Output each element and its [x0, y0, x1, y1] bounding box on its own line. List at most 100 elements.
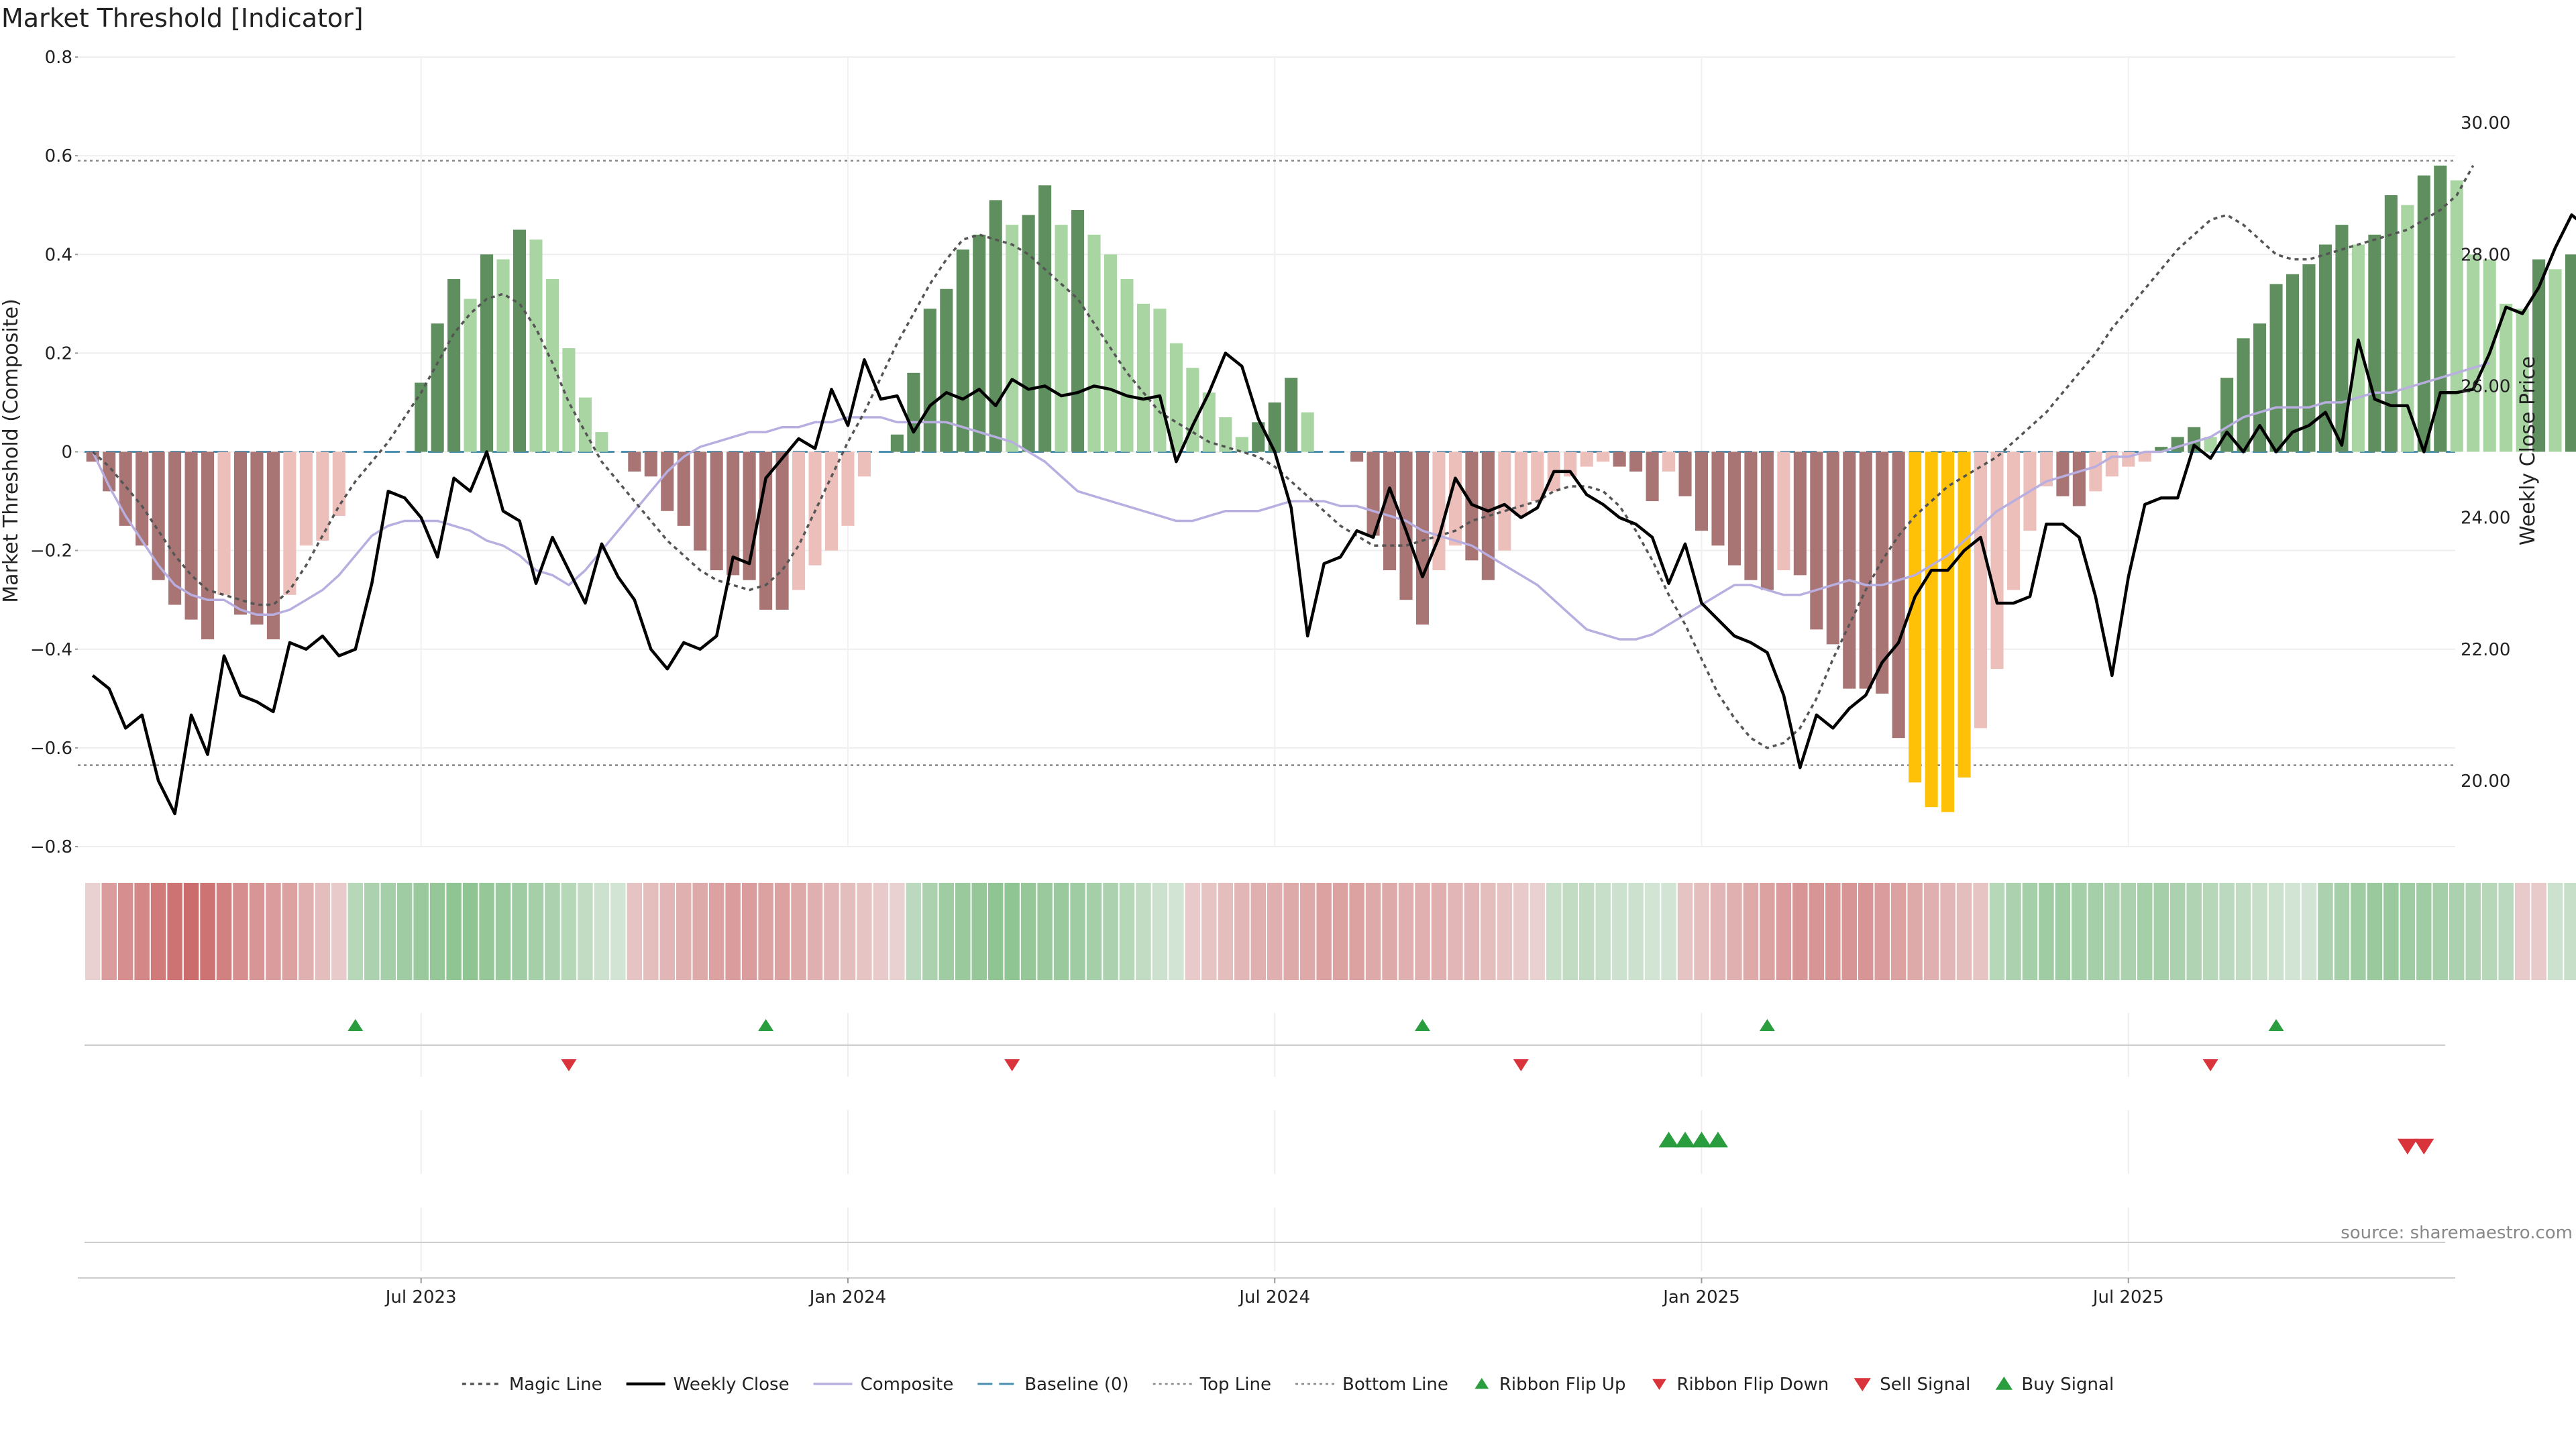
ribbon-cell: [1103, 883, 1118, 980]
y-tick-right: 26.00: [2461, 376, 2510, 396]
legend: Magic Line Weekly Close Composite Baseline …: [462, 1375, 2114, 1395]
composite-bar: [2122, 451, 2135, 467]
composite-bar: [1038, 185, 1052, 452]
composite-bar: [710, 451, 723, 571]
y-tick-right: 30.00: [2461, 113, 2510, 133]
composite-bar: [2204, 437, 2217, 452]
y-tick-right: 24.00: [2461, 508, 2510, 529]
ribbon-cell: [955, 883, 971, 980]
composite-bar: [168, 451, 182, 605]
composite-bar: [2072, 451, 2086, 506]
ribbon-cell: [1776, 883, 1792, 980]
ribbon-cell: [578, 883, 593, 980]
ribbon-cell: [1250, 883, 1266, 980]
ribbon-flip-up-marker: [2268, 1019, 2284, 1031]
composite-bar: [1235, 437, 1248, 452]
ribbon-cell: [1267, 883, 1283, 980]
ribbon-cell: [873, 883, 889, 980]
y-tick-left: 0: [61, 443, 72, 463]
ribbon-cell: [1299, 883, 1316, 980]
composite-bar: [890, 434, 904, 452]
composite-bar: [2056, 451, 2070, 496]
composite-bar: [775, 451, 789, 610]
ribbon-cell: [2547, 883, 2563, 980]
ribbon-cell: [1382, 883, 1397, 980]
composite-bar: [1925, 451, 1938, 808]
ribbon-cell: [1562, 883, 1578, 980]
ribbon-cell: [2055, 883, 2071, 980]
ribbon-cell: [758, 883, 773, 980]
buy-signal-marker: [1691, 1132, 1712, 1148]
composite-bar: [2434, 165, 2447, 452]
composite-bar: [1268, 402, 1281, 452]
sell-signal-marker: [2397, 1138, 2418, 1155]
ribbon-cell: [1546, 883, 1562, 980]
composite-bar: [2006, 451, 2021, 590]
ribbon-cell: [2072, 883, 2087, 980]
ribbon-cell: [2186, 883, 2202, 980]
legend-label-close: Weekly Close: [674, 1375, 790, 1395]
composite-bar: [2286, 274, 2300, 452]
ribbon-flip-up-marker: [1759, 1019, 1775, 1031]
composite-bar: [1662, 451, 1676, 472]
ribbon-cell: [1874, 883, 1890, 980]
ribbon-cell: [479, 883, 494, 980]
composite-bar: [1711, 451, 1725, 546]
ribbon-cell: [1136, 883, 1151, 980]
ribbon-cell: [1989, 883, 2005, 980]
composite-bar: [316, 451, 329, 541]
ribbon-cell: [101, 883, 117, 980]
ribbon-cell: [987, 883, 1004, 980]
ribbon-cell: [938, 883, 955, 980]
composite-bar: [1169, 343, 1183, 452]
composite-bar: [1613, 451, 1626, 467]
ribbon-flip-down-marker: [1004, 1059, 1020, 1071]
ribbon-cell: [1710, 883, 1726, 980]
composite-bar: [1006, 225, 1019, 452]
ribbon-cell: [2416, 883, 2432, 980]
composite-bar: [2450, 180, 2463, 452]
ribbon-cell: [1332, 883, 1348, 980]
y-tick-right: 28.00: [2461, 245, 2510, 265]
x-tick-label: Jul 2024: [1238, 1287, 1310, 1307]
composite-bar: [1136, 303, 1150, 452]
composite-bar: [2188, 427, 2201, 452]
y-tick-left: 0.2: [45, 343, 72, 364]
composite-bar: [1383, 451, 1397, 571]
ribbon-cell: [2481, 883, 2498, 980]
ribbon-cell: [857, 883, 872, 980]
y-tick-right: 20.00: [2461, 771, 2510, 792]
ribbon-flip-up-marker: [347, 1019, 364, 1031]
composite-bar: [283, 451, 297, 595]
composite-bar: [644, 451, 657, 477]
ribbon-cell: [1448, 883, 1463, 980]
composite-bar: [2335, 225, 2349, 452]
legend-label-baseline: Baseline (0): [1024, 1375, 1128, 1395]
composite-bar: [628, 451, 641, 472]
composite-bar: [923, 309, 936, 452]
ribbon-cell: [183, 883, 199, 980]
composite-bar: [1646, 451, 1659, 502]
y-tick-left: 0.4: [45, 245, 72, 265]
ribbon-cell: [1825, 883, 1841, 980]
ribbon-cell: [1644, 883, 1660, 980]
ribbon-cell: [331, 883, 347, 980]
ribbon-cell: [1415, 883, 1430, 980]
ribbon-cell: [2039, 883, 2054, 980]
ribbon-cell: [741, 883, 757, 980]
ribbon-cell: [380, 883, 396, 980]
ribbon-cell: [2022, 883, 2038, 980]
ribbon-cell: [446, 883, 462, 980]
composite-bar: [2269, 284, 2283, 452]
composite-bar: [1760, 451, 1774, 590]
composite-bar: [1876, 451, 1889, 694]
y-axis-label-left: Market Threshold (Composite): [0, 299, 23, 603]
x-tick-label: Jan 2024: [808, 1287, 887, 1307]
ribbon-cell: [512, 883, 527, 980]
composite-bar: [1777, 451, 1790, 571]
composite-bar: [1202, 392, 1216, 452]
composite-bar: [217, 451, 231, 595]
ribbon-cell: [1086, 883, 1102, 980]
composite-bar: [1941, 451, 1955, 812]
